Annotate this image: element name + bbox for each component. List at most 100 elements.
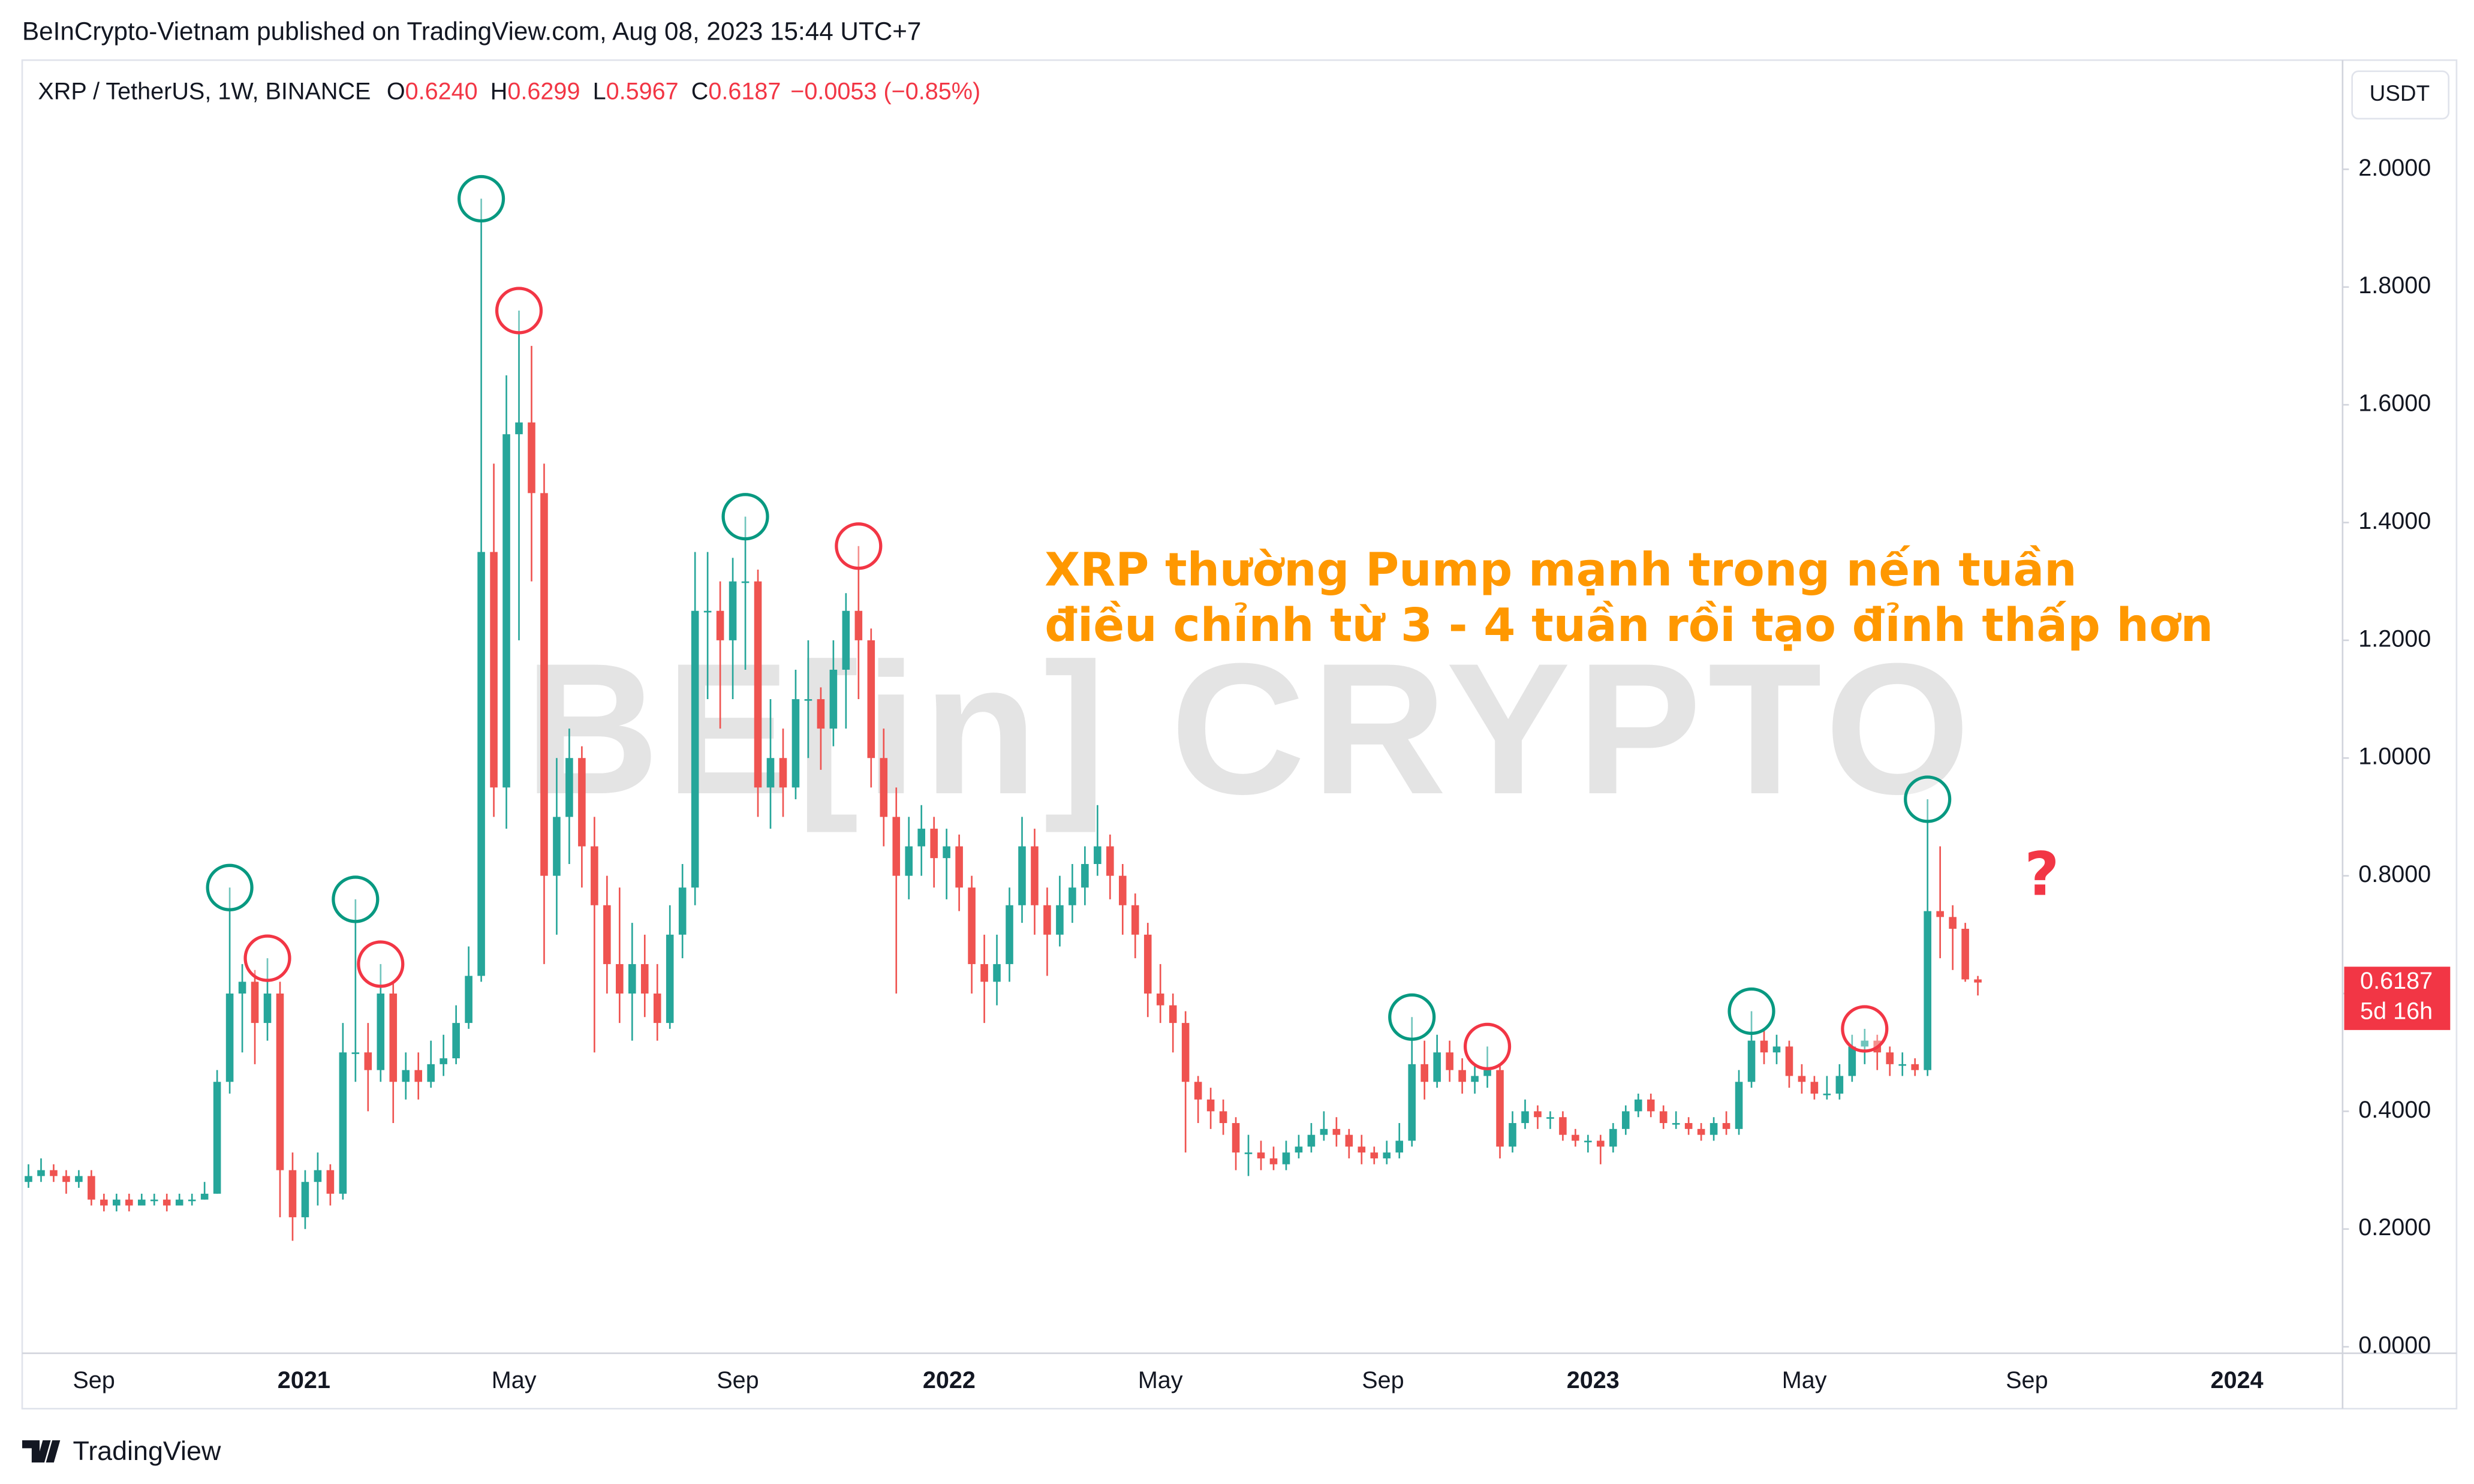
candle-body — [1961, 929, 1969, 980]
price-tag-label: 0.6187 — [2360, 968, 2433, 994]
y-tick-label: 1.2000 — [2358, 625, 2431, 652]
legend-key: H — [490, 79, 508, 105]
candle-body — [603, 905, 611, 964]
candle-body — [1621, 1111, 1630, 1129]
candle-body — [766, 758, 775, 788]
x-tick-label: May — [1138, 1367, 1183, 1393]
candle-body — [880, 758, 888, 817]
x-tick-label: 2023 — [1567, 1367, 1620, 1393]
peak-marker — [357, 940, 405, 988]
candle-body — [1823, 1093, 1831, 1095]
candle-body — [200, 1193, 209, 1200]
currency-label[interactable]: USDT — [2370, 81, 2430, 106]
annotation-line: điều chỉnh từ 3 - 4 tuần rồi tạo đỉnh th… — [1045, 599, 2213, 652]
candle-body — [540, 493, 548, 876]
candle-body — [1307, 1134, 1316, 1147]
candle-body — [301, 1182, 309, 1218]
candle-body — [1835, 1076, 1844, 1094]
candle-body — [1433, 1052, 1441, 1082]
watermark: BE[in] CRYPTO — [525, 625, 1977, 834]
candle-body — [1320, 1128, 1328, 1135]
candle-body — [1043, 905, 1051, 935]
candle-body — [703, 610, 712, 613]
candle-body — [62, 1176, 70, 1182]
candle-body — [427, 1064, 435, 1082]
candle-body — [1244, 1152, 1253, 1154]
candle-body — [137, 1199, 146, 1206]
candle-body — [1094, 846, 1101, 864]
candle-body — [1634, 1099, 1642, 1112]
candle-body — [1760, 1040, 1768, 1053]
candle-body — [1069, 887, 1076, 905]
peak-marker — [243, 934, 291, 982]
candle-body — [1031, 846, 1039, 905]
peak-marker — [457, 174, 505, 223]
candle-body — [175, 1199, 183, 1206]
candle-body — [1810, 1082, 1819, 1094]
candle-body — [1559, 1117, 1567, 1135]
candle-body — [100, 1199, 108, 1206]
tv-logo — [22, 1440, 61, 1463]
candle-body — [1974, 979, 1982, 983]
candle-body — [754, 581, 762, 788]
candle-body — [389, 994, 398, 1082]
watermark-group: BE[in] CRYPTO — [525, 625, 1977, 834]
x-tick-label: Sep — [73, 1367, 115, 1393]
peak-marker — [1388, 993, 1436, 1041]
y-tick-label: 2.0000 — [2358, 155, 2431, 181]
candle-body — [225, 994, 234, 1082]
candle-body — [1546, 1117, 1554, 1119]
candle-body — [326, 1170, 335, 1194]
candle-body — [1458, 1070, 1466, 1082]
candle-body — [452, 1023, 460, 1059]
candle-body — [1672, 1123, 1680, 1125]
candle-body — [553, 817, 561, 876]
legend-value: 0.6299 — [507, 79, 580, 105]
candle-body — [1584, 1140, 1592, 1143]
x-tick-label: 2021 — [278, 1367, 330, 1393]
candle-body — [1722, 1123, 1730, 1129]
candle-body — [930, 829, 938, 859]
candle-body — [1798, 1076, 1806, 1082]
candle-body — [678, 887, 687, 935]
candle-body — [1181, 1023, 1190, 1082]
legend: XRP / TetherUS, 1W, BINANCE O0.6240 H0.629… — [38, 79, 980, 105]
candle-body — [238, 982, 246, 994]
candle-body — [1282, 1152, 1290, 1164]
candle-body — [351, 1052, 360, 1054]
candle-body — [729, 581, 737, 640]
chart-frame — [21, 59, 2458, 1410]
candle-body — [1924, 911, 1931, 1070]
legend-change: −0.0053 (−0.85%) — [790, 79, 980, 105]
y-tick-label: 0.4000 — [2358, 1097, 2431, 1123]
candle-body — [1684, 1123, 1693, 1129]
question-mark: ? — [2024, 839, 2059, 909]
candle-body — [150, 1199, 158, 1202]
y-tick-label: 1.6000 — [2358, 390, 2431, 417]
legend-key: L — [593, 79, 606, 105]
candle-body — [980, 964, 988, 982]
y-tick-label: 0.8000 — [2358, 861, 2431, 887]
candle-body — [1647, 1099, 1655, 1112]
candle-body — [1370, 1152, 1379, 1158]
y-tick-label: 1.8000 — [2358, 272, 2431, 299]
candle-body — [1735, 1082, 1743, 1129]
candle-body — [1194, 1082, 1202, 1100]
candle-body — [565, 758, 573, 817]
candle-body — [125, 1199, 133, 1206]
peak-marker — [332, 875, 380, 923]
candle-body — [339, 1052, 347, 1194]
currency-button[interactable] — [2351, 70, 2450, 120]
peak-marker — [721, 493, 769, 541]
candle-body — [1534, 1111, 1542, 1118]
candle-body — [804, 699, 812, 701]
candle-body — [113, 1199, 121, 1206]
candle-body — [1911, 1064, 1919, 1070]
candle-body — [1697, 1128, 1705, 1135]
candle-body — [162, 1199, 171, 1206]
candle-body — [1949, 917, 1957, 929]
annotation-line: XRP thường Pump mạnh trong nến tuần — [1045, 544, 2076, 597]
candle-body — [276, 994, 284, 1170]
